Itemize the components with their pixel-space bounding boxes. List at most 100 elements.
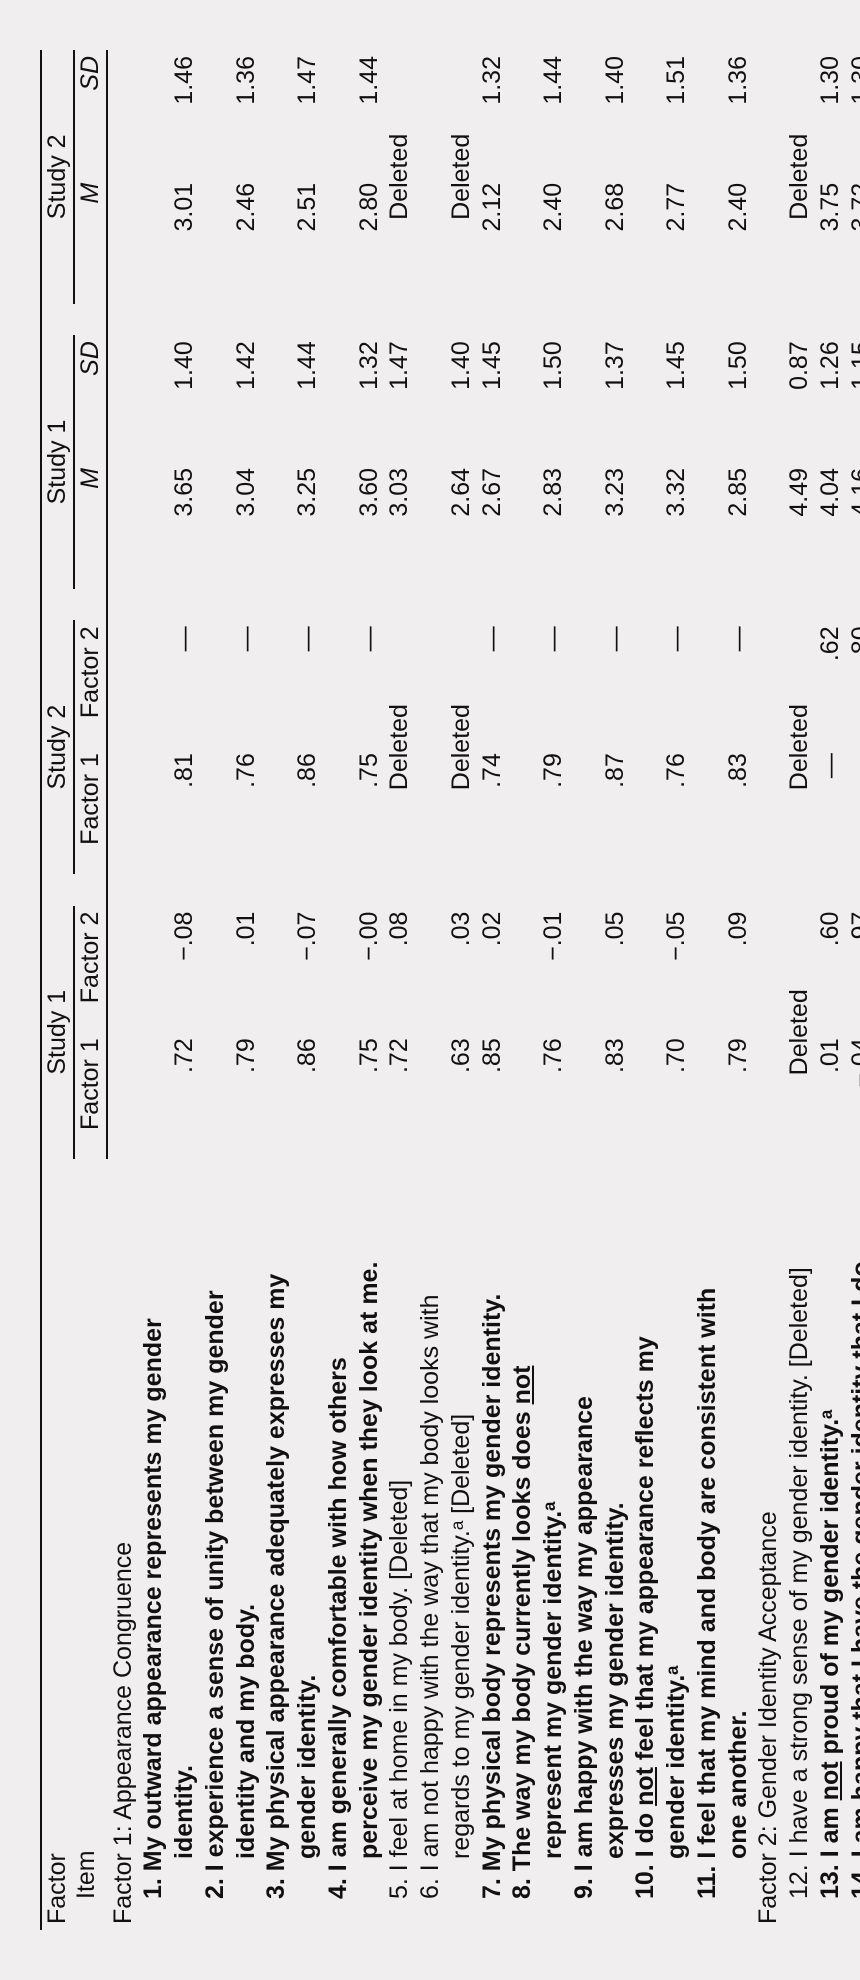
cell-m1: 4.16 xyxy=(846,462,860,589)
item-text: 8. The way my body currently looks does … xyxy=(507,1159,538,1930)
cell-s2f1: .83 xyxy=(692,747,754,874)
deleted-cell: Deleted xyxy=(415,620,477,873)
cell-sd2: 1.30 xyxy=(846,50,860,177)
cell-s2f2: — xyxy=(630,620,692,747)
header-m1: M xyxy=(74,462,107,589)
cell-m2: 3.01 xyxy=(138,177,200,304)
table-row: 8. The way my body currently looks does … xyxy=(507,50,538,1930)
cell-s2f2: — xyxy=(323,620,385,747)
item-text: identity. xyxy=(169,1159,200,1930)
cell-s2f2: — xyxy=(261,620,323,747)
cell-s1f1: .79 xyxy=(200,1032,262,1159)
cell-m1: 3.65 xyxy=(138,462,200,589)
cell-sd1: 1.32 xyxy=(323,335,385,462)
cell-s2f2: .80 xyxy=(846,620,860,747)
item-text: 14. I am happy that I have the gender id… xyxy=(846,1159,860,1930)
item-text: 13. I am not proud of my gender identity… xyxy=(815,1159,846,1930)
cell-s1f2: −.08 xyxy=(138,906,200,1033)
header-item: Item xyxy=(72,1165,101,1924)
cell-sd2: 1.46 xyxy=(138,50,200,177)
cell-m2: 2.12 xyxy=(477,177,508,304)
cell-s1f2: −.07 xyxy=(261,906,323,1033)
cell-m1: 2.67 xyxy=(477,462,508,589)
cell-s1f1: .76 xyxy=(507,1032,569,1159)
cell-s1f1: .70 xyxy=(630,1032,692,1159)
section-2-label: Factor 2: Gender Identity Acceptance xyxy=(753,50,784,1930)
cell-m1: 3.04 xyxy=(200,462,262,589)
cell-m2: 3.72 xyxy=(846,177,860,304)
table-row: 14. I am happy that I have the gender id… xyxy=(846,50,860,1930)
cell-sd2: 1.30 xyxy=(815,50,846,177)
cell-s1f1: .83 xyxy=(569,1032,631,1159)
cell-sd1: 0.87 xyxy=(784,335,815,462)
cell-m2: 2.77 xyxy=(630,177,692,304)
deleted-cell: Deleted xyxy=(384,620,415,873)
cell-m1: 3.60 xyxy=(323,462,385,589)
item-text: 9. I am happy with the way my appearance xyxy=(569,1159,600,1930)
item-text: regards to my gender identity.ᵃ [Deleted… xyxy=(446,1159,477,1930)
table-row: 1. My outward appearance represents my g… xyxy=(138,50,169,1930)
cell-s1f1: .72 xyxy=(384,1032,415,1159)
table-row: 5. I feel at home in my body. [Deleted].… xyxy=(384,50,415,1930)
header-s1-f2: Factor 2 xyxy=(74,906,107,1033)
cell-s1f1: .01 xyxy=(815,1032,846,1159)
cell-s1f1: −.04 xyxy=(846,1032,860,1159)
item-text: 3. My physical appearance adequately exp… xyxy=(261,1159,292,1930)
cell-s1f2: −.01 xyxy=(507,906,569,1033)
header-group-study1b: Study 1 xyxy=(41,335,74,588)
cell-s1f2: .97 xyxy=(846,906,860,1033)
cell-m1: 3.03 xyxy=(384,462,415,589)
cell-s2f1: .76 xyxy=(630,747,692,874)
cell-sd1: 1.26 xyxy=(815,335,846,462)
item-text: one another. xyxy=(723,1159,754,1930)
factor-loadings-table: Factor Item Study 1 Study 2 Study 1 Stud… xyxy=(40,50,860,1930)
cell-sd1: 1.15 xyxy=(846,335,860,462)
section-1-label: Factor 1: Appearance Congruence xyxy=(107,50,139,1930)
cell-s1f2: −.00 xyxy=(323,906,385,1033)
cell-sd2: 1.44 xyxy=(507,50,569,177)
cell-sd2: 1.40 xyxy=(569,50,631,177)
cell-m1: 4.49 xyxy=(784,462,815,589)
table-row: 13. I am not proud of my gender identity… xyxy=(815,50,846,1930)
cell-s2f1: .87 xyxy=(569,747,631,874)
header-factor-item: Factor Item xyxy=(41,1159,107,1930)
cell-m2: 3.75 xyxy=(815,177,846,304)
cell-s1f2: .05 xyxy=(569,906,631,1033)
deleted-cell: Deleted xyxy=(784,50,815,304)
table-row: 2. I experience a sense of unity between… xyxy=(200,50,231,1930)
cell-s2f1: .75 xyxy=(323,747,385,874)
header-group-study2a: Study 2 xyxy=(41,620,74,873)
table-row: 9. I am happy with the way my appearance… xyxy=(569,50,600,1930)
header-sd1: SD xyxy=(74,335,107,462)
cell-s2f1: .86 xyxy=(261,747,323,874)
cell-sd2: 1.51 xyxy=(630,50,692,177)
item-text: gender identity. xyxy=(292,1159,323,1930)
cell-m1: 2.64 xyxy=(415,462,477,589)
header-s2-f2: Factor 2 xyxy=(74,620,107,747)
cell-m2: 2.80 xyxy=(323,177,385,304)
cell-s1f2: .02 xyxy=(477,906,508,1033)
cell-sd1: 1.45 xyxy=(477,335,508,462)
cell-s1f1: .85 xyxy=(477,1032,508,1159)
cell-s1f2: .08 xyxy=(384,906,415,1033)
cell-s1f1: .79 xyxy=(692,1032,754,1159)
cell-m1: 3.25 xyxy=(261,462,323,589)
cell-sd1: 1.47 xyxy=(384,335,415,462)
item-text: 7. My physical body represents my gender… xyxy=(477,1159,508,1930)
cell-s1f1: .86 xyxy=(261,1032,323,1159)
cell-s2f1: .79 xyxy=(507,747,569,874)
header-s2-f1: Factor 1 xyxy=(74,747,107,874)
table-row: 4. I am generally comfortable with how o… xyxy=(323,50,354,1930)
cell-sd1: 1.44 xyxy=(261,335,323,462)
deleted-cell: Deleted xyxy=(784,906,815,1159)
deleted-cell: Deleted xyxy=(784,620,815,873)
table-row: 12. I have a strong sense of my gender i… xyxy=(784,50,815,1930)
cell-m1: 3.23 xyxy=(569,462,631,589)
cell-sd2: 1.44 xyxy=(323,50,385,177)
cell-s1f2: .09 xyxy=(692,906,754,1033)
item-text: represent my gender identity.ᵃ xyxy=(538,1159,569,1930)
cell-s1f1: .75 xyxy=(323,1032,385,1159)
cell-s2f2: — xyxy=(507,620,569,747)
cell-s2f2: — xyxy=(200,620,262,747)
cell-s1f2: .03 xyxy=(415,906,477,1033)
